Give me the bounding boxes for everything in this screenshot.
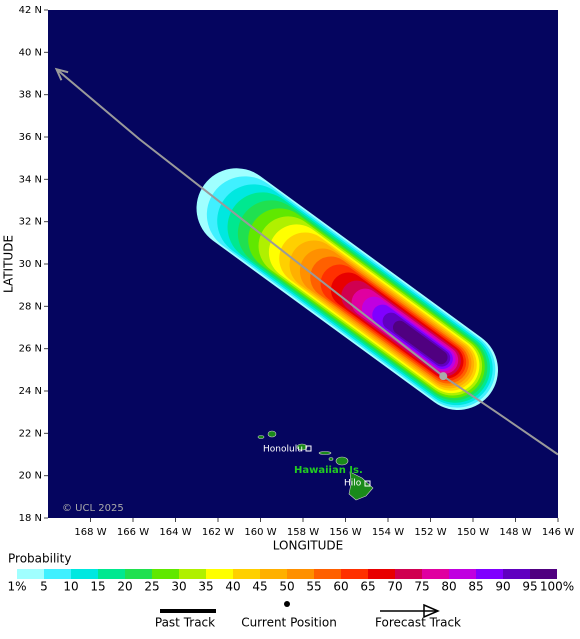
legend-level-label: 55 — [306, 580, 321, 594]
legend-swatch — [476, 569, 503, 579]
x-tick-label: 158 W — [287, 527, 319, 538]
y-tick-label: 28 N — [19, 301, 42, 312]
legend-level-label: 70 — [387, 580, 402, 594]
legend-level-label: 90 — [495, 580, 510, 594]
current-position-symbol — [284, 601, 290, 607]
probability-contour — [392, 320, 448, 365]
legend-level-label: 100% — [540, 580, 574, 594]
legend-level-label: 40 — [225, 580, 240, 594]
legend-swatch — [422, 569, 449, 579]
legend-swatch — [179, 569, 206, 579]
legend-swatch — [71, 569, 98, 579]
hawaiian-islands — [257, 430, 374, 501]
legend-level-label: 65 — [360, 580, 375, 594]
legend-swatch — [395, 569, 422, 579]
legend-swatch — [368, 569, 395, 579]
island — [267, 430, 277, 438]
legend-swatch — [341, 569, 368, 579]
legend-level-label: 5 — [40, 580, 48, 594]
x-tick-label: 162 W — [202, 527, 234, 538]
current-position — [439, 372, 448, 381]
island — [328, 457, 334, 461]
y-tick-label: 42 N — [19, 5, 42, 16]
y-tick-label: 40 N — [19, 47, 42, 58]
island — [348, 471, 374, 501]
legend-swatch — [233, 569, 260, 579]
legend-swatch — [260, 569, 287, 579]
legend-swatch — [152, 569, 179, 579]
map-plot: Honolulu Hawaiian Is. Hilo © UCL 2025 — [48, 10, 558, 518]
y-tick-label: 36 N — [19, 132, 42, 143]
legend-level-label: 95 — [522, 580, 537, 594]
legend-swatch — [125, 569, 152, 579]
legend-level-label: 20 — [117, 580, 132, 594]
x-tick-label: 168 W — [74, 527, 106, 538]
past-track-label: Past Track — [155, 616, 215, 630]
y-tick-label: 20 N — [19, 471, 42, 482]
x-tick-label: 146 W — [542, 527, 574, 538]
y-tick-label: 38 N — [19, 90, 42, 101]
x-tick-label: 166 W — [117, 527, 149, 538]
city-label: Hilo — [344, 479, 362, 489]
x-tick-label: 148 W — [499, 527, 531, 538]
y-tick-label: 24 N — [19, 386, 42, 397]
track-arrowhead — [54, 67, 69, 81]
x-tick-label: 152 W — [414, 527, 446, 538]
legend-level-label: 30 — [171, 580, 186, 594]
legend-level-label: 25 — [144, 580, 159, 594]
island — [257, 435, 265, 439]
legend-level-label: 80 — [441, 580, 456, 594]
forecast-track-symbol — [380, 603, 440, 619]
legend-swatch — [449, 569, 476, 579]
legend-level-label: 75 — [414, 580, 429, 594]
legend-level-label: 15 — [90, 580, 105, 594]
x-tick-label: 150 W — [457, 527, 489, 538]
legend-level-label: 35 — [198, 580, 213, 594]
region-label: Hawaiian Is. — [294, 465, 363, 476]
legend-level-label: 1% — [7, 580, 26, 594]
x-tick-label: 156 W — [329, 527, 361, 538]
y-tick-label: 22 N — [19, 428, 42, 439]
legend-swatch — [287, 569, 314, 579]
forecast-track-label: Forecast Track — [375, 616, 461, 630]
island — [318, 451, 332, 455]
island — [296, 443, 308, 451]
legend-swatch — [503, 569, 530, 579]
y-axis-label: LATITUDE — [2, 235, 16, 293]
city-marker — [305, 445, 312, 452]
legend-level-label: 50 — [279, 580, 294, 594]
y-tick-label: 26 N — [19, 344, 42, 355]
legend-level-label: 85 — [468, 580, 483, 594]
legend-swatch — [530, 569, 557, 579]
x-tick-label: 160 W — [244, 527, 276, 538]
legend-level-label: 60 — [333, 580, 348, 594]
legend-title: Probability — [8, 552, 71, 566]
y-tick-label: 32 N — [19, 217, 42, 228]
y-tick-label: 18 N — [19, 513, 42, 524]
city-label: Honolulu — [263, 445, 303, 455]
x-axis-label: LONGITUDE — [273, 539, 343, 553]
x-tick-label: 164 W — [159, 527, 191, 538]
x-tick-label: 154 W — [372, 527, 404, 538]
island — [335, 456, 349, 466]
legend-level-label: 45 — [252, 580, 267, 594]
y-tick-label: 30 N — [19, 259, 42, 270]
legend-swatch — [44, 569, 71, 579]
legend-swatch — [206, 569, 233, 579]
legend-swatch — [98, 569, 125, 579]
credit: © UCL 2025 — [62, 503, 124, 514]
legend-level-label: 10 — [63, 580, 78, 594]
y-tick-label: 34 N — [19, 174, 42, 185]
legend-swatch — [314, 569, 341, 579]
city-marker — [364, 480, 371, 487]
current-position-label: Current Position — [241, 616, 337, 630]
legend-swatch — [17, 569, 44, 579]
